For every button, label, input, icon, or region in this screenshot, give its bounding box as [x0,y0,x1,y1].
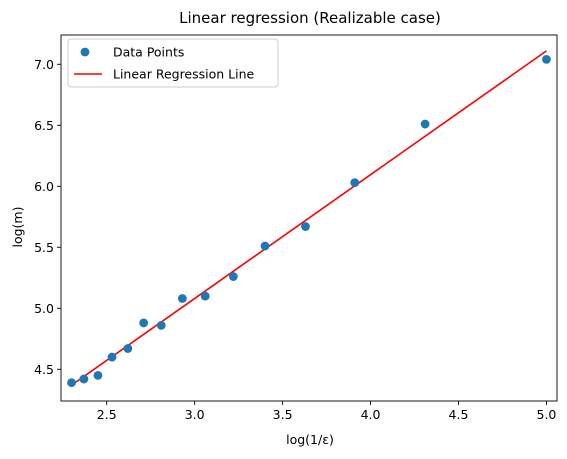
y-tick-label: 6.0 [34,179,54,194]
legend-label: Data Points [113,45,184,60]
y-tick-label: 6.5 [34,118,54,133]
data-point-12 [301,222,310,231]
data-point-6 [139,318,149,328]
y-tick-label: 7.0 [34,57,54,72]
y-tick-label: 4.5 [34,362,54,377]
legend-label: Linear Regression Line [113,67,255,82]
y-axis: 4.5 5.0 5.5 6.0 6.5 7.0 [34,57,61,377]
data-point-3 [93,370,103,380]
plot-area [60,34,558,402]
x-axis: 2.5 3.0 3.5 4.0 4.5 5.0 [97,401,557,422]
data-point-8 [177,294,187,303]
x-tick-label: 4.5 [449,407,469,422]
y-tick-label: 5.0 [34,301,54,316]
data-point-14 [420,119,430,129]
x-tick-label: 4.0 [361,407,381,422]
data-point-13 [350,178,360,188]
y-tick-label: 5.5 [34,240,54,255]
data-point-7 [156,320,166,330]
data-point-2 [79,374,89,384]
x-tick-label: 5.0 [537,407,557,422]
data-point-11 [260,241,270,251]
regression-line [71,50,547,386]
plot-frame [60,34,558,402]
x-tick-label: 3.0 [185,407,205,422]
data-point-9 [200,291,210,301]
data-point-5 [123,344,133,353]
data-point-4 [107,352,117,362]
x-tick-label: 2.5 [97,407,117,422]
legend-box [67,38,279,88]
x-tick-label: 3.5 [273,407,293,422]
chart-title: Linear regression (Realizable case) [179,9,441,27]
x-axis-label: log(1/ε) [286,432,334,447]
legend-marker-data-points [80,47,90,57]
data-point-15 [542,55,551,64]
data-point-1 [67,378,76,388]
data-point-10 [228,272,238,281]
legend: Data Points Linear Regression Line [67,38,279,88]
y-axis-label: log(m) [10,207,25,248]
